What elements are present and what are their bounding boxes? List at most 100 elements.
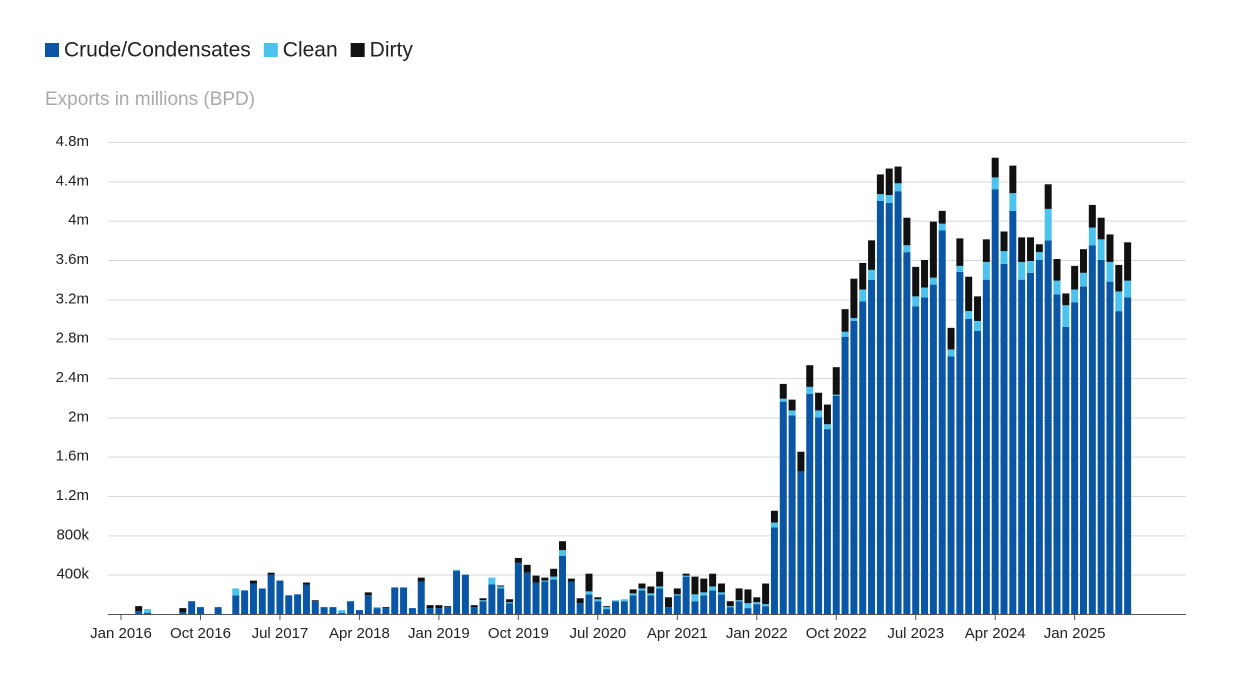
y-tick-label: 1.6m bbox=[56, 448, 89, 465]
bar-segment bbox=[841, 331, 849, 337]
bar-segment bbox=[611, 600, 619, 602]
bar-segment bbox=[1071, 265, 1079, 290]
bar-segment bbox=[1044, 240, 1052, 615]
bar-segment bbox=[974, 320, 982, 331]
bar-segment bbox=[1027, 260, 1035, 273]
bar-segment bbox=[1018, 237, 1026, 262]
bar-segment bbox=[682, 573, 690, 576]
bar-segment bbox=[806, 393, 814, 614]
bar-segment bbox=[1124, 242, 1132, 281]
bar-segment bbox=[294, 594, 302, 614]
bar-segment bbox=[364, 595, 372, 614]
bar-segment bbox=[488, 584, 496, 614]
y-tick-label: 2m bbox=[68, 408, 89, 425]
bar-segment bbox=[453, 569, 461, 571]
bar-segment bbox=[876, 201, 884, 614]
bar-segment bbox=[938, 223, 946, 231]
bar-segment bbox=[929, 284, 937, 614]
bar-segment bbox=[947, 356, 955, 614]
bar-segment bbox=[682, 575, 690, 577]
bar-segment bbox=[1079, 286, 1087, 614]
bar-segment bbox=[417, 577, 425, 582]
bar-segment bbox=[770, 527, 778, 614]
x-tick-label: Jan 2022 bbox=[726, 625, 788, 642]
bar-segment bbox=[382, 607, 390, 609]
legend-label: Dirty bbox=[370, 39, 414, 62]
bar-segment bbox=[982, 239, 990, 262]
bar-segment bbox=[1027, 272, 1035, 614]
legend: Crude/Condensates Clean Dirty bbox=[45, 39, 413, 62]
bar-segment bbox=[921, 287, 929, 298]
bar-segment bbox=[912, 306, 920, 614]
bar-segment bbox=[744, 603, 752, 609]
bar-segment bbox=[770, 522, 778, 528]
bar-segment bbox=[823, 404, 831, 425]
bar-segment bbox=[1079, 249, 1087, 273]
bar-segment bbox=[1009, 193, 1017, 211]
bar-segment bbox=[806, 386, 814, 394]
bar-segment bbox=[876, 194, 884, 201]
bar-segment bbox=[850, 278, 858, 319]
bar-segment bbox=[753, 597, 761, 603]
bar-segment bbox=[894, 183, 902, 192]
bar-segment bbox=[894, 166, 902, 184]
bar-segment bbox=[797, 451, 805, 472]
bar-segment bbox=[815, 392, 823, 411]
bar-segment bbox=[144, 613, 152, 614]
bar-segment bbox=[523, 572, 531, 614]
bar-segment bbox=[753, 604, 761, 614]
bar-segment bbox=[435, 605, 443, 609]
bar-segment bbox=[629, 595, 637, 614]
x-tick-label: Apr 2021 bbox=[647, 625, 708, 642]
bar-segment bbox=[426, 608, 434, 614]
bar-segment bbox=[302, 584, 310, 614]
bar-segment bbox=[991, 189, 999, 614]
bar-segment bbox=[859, 301, 867, 614]
bar-segment bbox=[956, 271, 964, 614]
bar-segment bbox=[691, 601, 699, 614]
bar-segment bbox=[276, 580, 284, 614]
bar-segment bbox=[1018, 261, 1026, 280]
legend-label: Crude/Condensates bbox=[64, 39, 251, 62]
bar-segment bbox=[823, 429, 831, 614]
bar-segment bbox=[506, 602, 514, 604]
bar-segment bbox=[1088, 204, 1096, 228]
bar-segment bbox=[188, 601, 196, 614]
bar-segment bbox=[673, 595, 681, 614]
bar-segment bbox=[638, 590, 646, 614]
bar-segment bbox=[700, 578, 708, 593]
bar-segment bbox=[567, 581, 575, 614]
bar-segment bbox=[355, 610, 363, 614]
bar-segment bbox=[479, 598, 487, 601]
bar-segment bbox=[1009, 210, 1017, 615]
bar-segment bbox=[1062, 305, 1070, 327]
bar-segment bbox=[700, 595, 708, 614]
bar-segment bbox=[532, 575, 540, 583]
x-tick-label: Jan 2025 bbox=[1044, 625, 1106, 642]
x-tick-label: Oct 2019 bbox=[488, 625, 549, 642]
y-tick-label: 2.8m bbox=[56, 330, 89, 347]
bar-segment bbox=[762, 604, 770, 607]
bar-segment bbox=[647, 595, 655, 614]
bar-segment bbox=[638, 588, 646, 591]
bar-segment bbox=[903, 245, 911, 253]
bar-segment bbox=[479, 600, 487, 602]
x-tick-label: Oct 2016 bbox=[170, 625, 231, 642]
bar-segment bbox=[991, 157, 999, 178]
bar-segment bbox=[311, 600, 319, 602]
bar-segment bbox=[788, 399, 796, 411]
y-tick-label: 4m bbox=[68, 212, 89, 229]
bar-segment bbox=[779, 383, 787, 399]
bar-segment bbox=[770, 510, 778, 523]
bar-segment bbox=[559, 550, 567, 556]
bar-segment bbox=[717, 583, 725, 593]
bar-segment bbox=[550, 568, 558, 577]
bar-segment bbox=[373, 608, 381, 614]
bar-segment bbox=[611, 601, 619, 614]
bar-segment bbox=[664, 597, 672, 608]
bar-segment bbox=[576, 603, 584, 614]
bar-segment bbox=[815, 410, 823, 418]
bar-segment bbox=[656, 588, 664, 614]
y-tick-label: 2.4m bbox=[56, 369, 89, 386]
